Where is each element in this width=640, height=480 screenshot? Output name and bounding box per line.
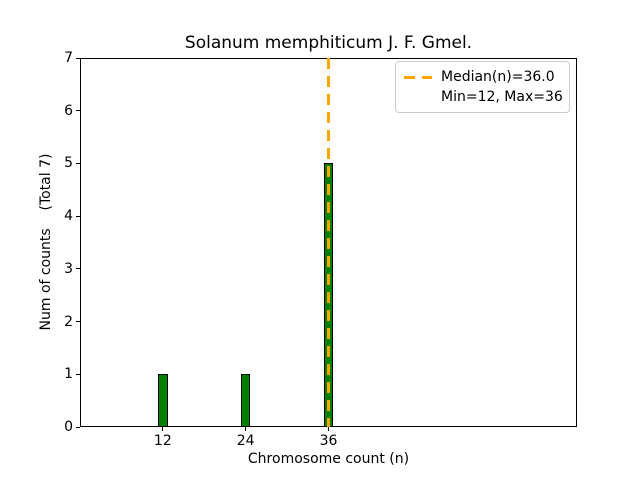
- y-tick-mark: [76, 110, 80, 112]
- x-tick-label: 36: [319, 433, 338, 449]
- y-tick-mark: [76, 162, 80, 164]
- x-tick-label: 12: [153, 433, 172, 449]
- legend-label-median: Median(n)=36.0: [441, 69, 555, 85]
- legend-entry-median: Median(n)=36.0: [404, 67, 561, 87]
- legend: Median(n)=36.0 Min=12, Max=36: [395, 61, 570, 113]
- y-tick-label: 7: [64, 50, 73, 66]
- x-tick-label: 24: [236, 433, 255, 449]
- y-tick-label: 4: [64, 208, 73, 225]
- empty-legend-sample: [404, 96, 432, 99]
- y-tick-mark: [76, 321, 80, 323]
- y-tick-mark: [76, 215, 80, 217]
- median-dashed-line-legend-sample: [404, 75, 432, 79]
- y-tick-label: 3: [64, 260, 73, 277]
- y-tick-label: 5: [64, 155, 73, 172]
- y-tick-label: 1: [64, 366, 73, 383]
- x-axis-label: Chromosome count (n): [247, 451, 410, 467]
- x-tick-mark: [162, 427, 164, 431]
- y-axis-label: Num of counts (Total 7): [38, 153, 54, 331]
- bar: [240, 374, 251, 427]
- y-tick-mark: [76, 57, 80, 59]
- y-tick-mark: [76, 426, 80, 428]
- y-tick-label: 6: [64, 102, 73, 119]
- chart-title: Solanum memphiticum J. F. Gmel.: [184, 33, 473, 53]
- y-tick-mark: [76, 268, 80, 270]
- median-line: [327, 58, 330, 427]
- legend-entry-minmax: Min=12, Max=36: [404, 87, 563, 107]
- y-tick-label: 0: [64, 419, 73, 435]
- legend-label-minmax: Min=12, Max=36: [441, 89, 563, 105]
- x-tick-mark: [245, 427, 247, 431]
- y-tick-mark: [76, 373, 80, 375]
- y-tick-label: 2: [64, 313, 73, 330]
- x-tick-mark: [328, 427, 329, 431]
- bar: [158, 374, 168, 427]
